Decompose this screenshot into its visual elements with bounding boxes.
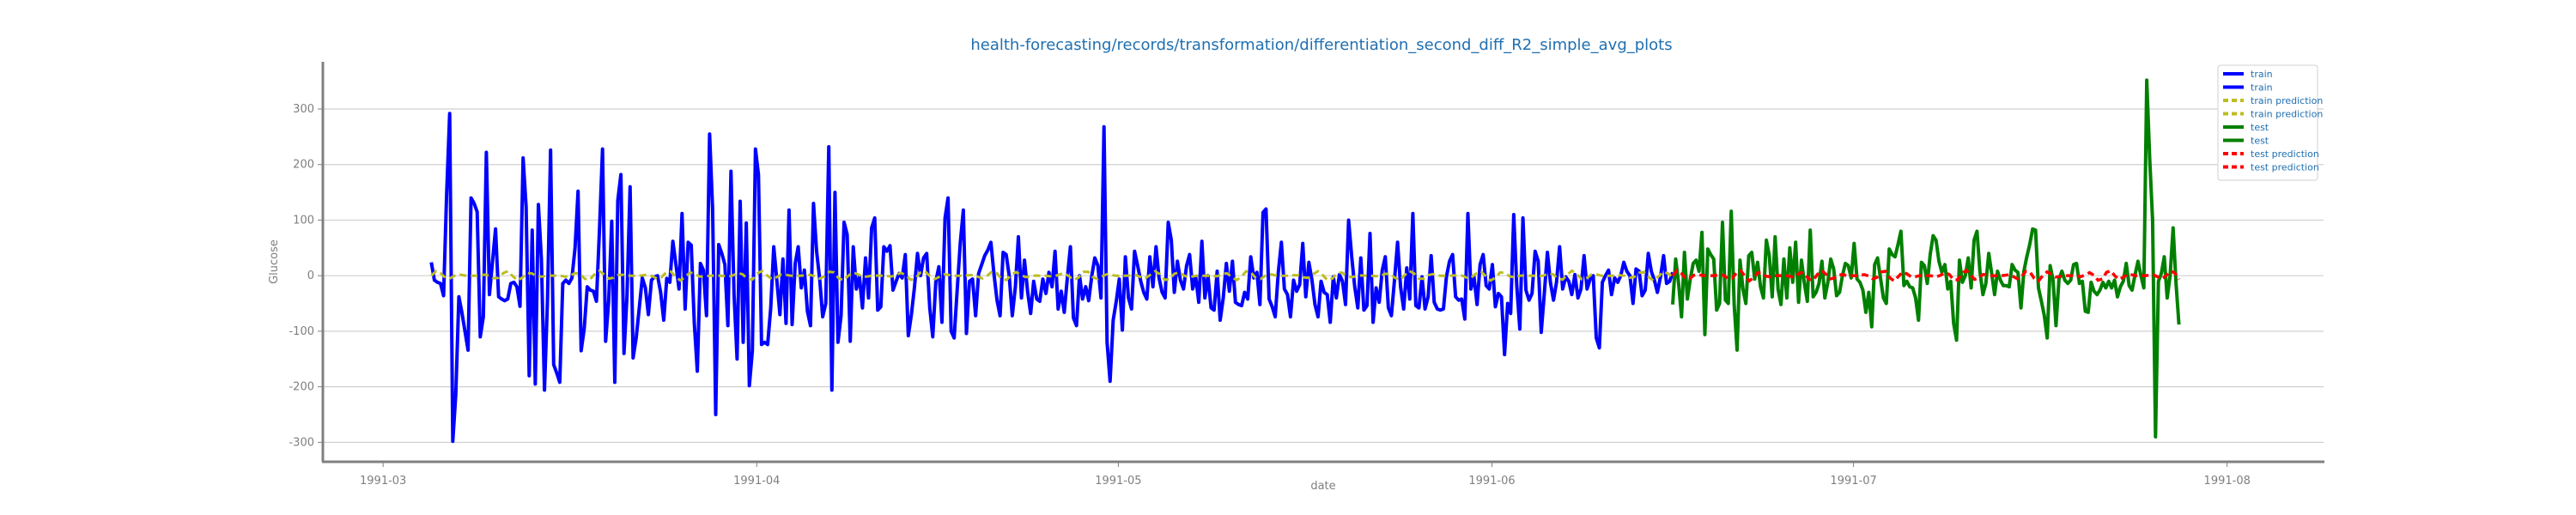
x-tick-label: 1991-03 xyxy=(360,475,406,488)
y-axis-label: Glucose xyxy=(268,239,281,284)
x-tick-label: 1991-07 xyxy=(1830,475,1876,488)
x-tick-label: 1991-04 xyxy=(733,475,780,488)
y-tick-label: -200 xyxy=(289,381,314,394)
train-prediction-line xyxy=(430,269,1674,282)
x-tick-label: 1991-06 xyxy=(1468,475,1515,488)
legend-label: test prediction xyxy=(2251,162,2319,173)
y-tick-label: 100 xyxy=(293,214,314,227)
chart-title: health-forecasting/records/transformatio… xyxy=(970,36,1672,54)
y-tick-label: -300 xyxy=(289,436,314,449)
legend-label: train xyxy=(2251,69,2273,80)
y-tick-label: 200 xyxy=(293,159,314,172)
x-tick-label: 1991-08 xyxy=(2204,475,2251,488)
legend-box xyxy=(2217,64,2318,181)
x-axis-ticks: 1991-03 1991-04 1991-05 1991-06 1991-07 1991-… xyxy=(360,462,2251,488)
legend-label: train prediction xyxy=(2251,109,2323,120)
legend-label: test xyxy=(2251,136,2269,147)
y-tick-label: 300 xyxy=(293,103,314,116)
x-tick-label: 1991-05 xyxy=(1095,475,1141,488)
legend-label: test xyxy=(2251,122,2269,133)
test-prediction-line xyxy=(1671,268,2181,283)
legend-label: train prediction xyxy=(2251,95,2323,106)
y-tick-label: -100 xyxy=(289,325,314,338)
legend-label: test prediction xyxy=(2251,148,2319,160)
legend-label: train xyxy=(2251,82,2273,94)
train-series-line xyxy=(429,112,1674,444)
test-series-line xyxy=(1671,78,2181,439)
x-axis-label: date xyxy=(1310,480,1335,493)
plot-series xyxy=(429,78,2181,444)
y-axis-ticks: -300 -200 -100 0 100 200 300 xyxy=(289,103,323,449)
y-tick-label: 0 xyxy=(307,270,314,282)
